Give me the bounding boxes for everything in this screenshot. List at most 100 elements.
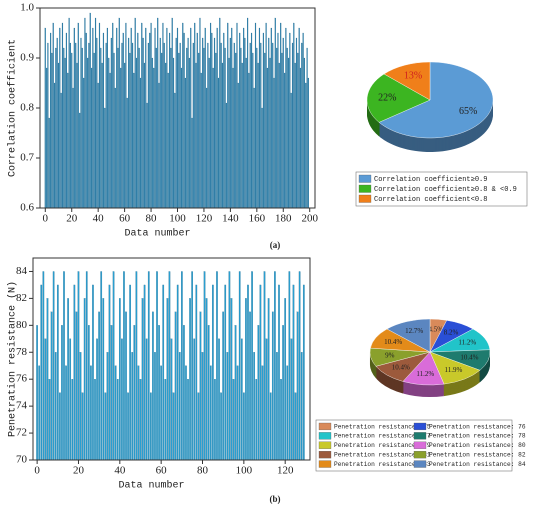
x-tick-label: 100 — [236, 465, 253, 477]
bar — [260, 42, 262, 209]
bar — [191, 271, 193, 461]
bar — [139, 379, 142, 461]
bar — [196, 32, 198, 209]
bar — [94, 379, 96, 461]
bar — [181, 271, 183, 461]
bar — [172, 57, 175, 209]
bar — [280, 379, 282, 461]
bar — [152, 311, 154, 461]
bar — [185, 365, 187, 461]
bar — [59, 27, 61, 209]
bar — [47, 42, 49, 209]
legend-label: Penetration resistance: 77 — [334, 433, 431, 440]
bar — [158, 325, 160, 461]
x-tick-label: 40 — [93, 213, 105, 225]
bar — [187, 37, 189, 209]
slice-label: 10.4% — [392, 363, 410, 371]
bar — [156, 271, 158, 461]
bar — [92, 27, 94, 209]
bar — [287, 57, 290, 209]
x-tick-label: 120 — [196, 213, 213, 225]
pie-slice — [378, 61, 494, 139]
bar — [75, 311, 78, 461]
bar — [232, 67, 234, 209]
bar — [201, 352, 204, 461]
bar — [83, 77, 85, 209]
bar — [171, 17, 173, 209]
bar — [213, 37, 216, 209]
bar — [151, 57, 153, 209]
slice-label: 9% — [385, 351, 395, 359]
bar — [178, 52, 180, 209]
x-axis-label: Data number — [118, 480, 184, 492]
bar — [93, 52, 95, 209]
y-axis-label: Penetration resistance (N) — [7, 281, 19, 437]
bar — [114, 87, 116, 209]
legend-label: Penetration resistance: 79 — [334, 442, 431, 449]
bar — [100, 271, 103, 461]
bar — [297, 52, 299, 209]
bar — [71, 52, 73, 209]
bar — [101, 62, 103, 209]
bar — [90, 67, 93, 209]
bar — [138, 47, 140, 209]
x-tick-label: 140 — [222, 213, 239, 225]
bar — [234, 325, 237, 461]
bar — [141, 298, 144, 461]
bar — [75, 42, 77, 209]
bar — [72, 87, 74, 209]
bar — [248, 72, 250, 209]
bar — [143, 284, 146, 461]
bar — [176, 284, 179, 461]
bar — [278, 284, 280, 461]
bar — [145, 27, 147, 209]
legend-box — [355, 171, 528, 207]
bar — [235, 52, 237, 209]
bar — [42, 271, 45, 461]
x-tick-label: 60 — [156, 465, 168, 477]
bar — [108, 284, 111, 461]
bar — [63, 47, 65, 209]
bar — [286, 365, 289, 461]
x-tick-label: 160 — [249, 213, 266, 225]
bar — [81, 47, 83, 209]
bar — [262, 32, 265, 209]
legend-swatch — [318, 460, 332, 468]
bar — [176, 27, 179, 209]
bar — [105, 42, 107, 209]
bar — [50, 311, 53, 461]
bar — [65, 32, 68, 209]
bar — [79, 352, 82, 461]
bar — [100, 47, 102, 209]
bar — [218, 338, 220, 461]
pie-slice — [383, 61, 431, 101]
bar — [219, 17, 221, 209]
legend-label: Penetration resistance: 81 — [334, 452, 431, 459]
bar — [264, 52, 266, 209]
legend-swatch — [318, 451, 332, 459]
y-tick-label: 70 — [16, 454, 28, 466]
bar — [240, 338, 243, 461]
bar — [222, 311, 225, 461]
y-axis-label: Correlation coefficient — [7, 39, 19, 177]
bar — [266, 67, 268, 209]
bar — [166, 27, 168, 209]
bar — [80, 37, 82, 209]
bar — [92, 284, 94, 461]
bar — [230, 298, 233, 461]
bar — [97, 82, 99, 209]
bar — [149, 32, 151, 209]
bar — [142, 37, 144, 209]
bar — [274, 271, 276, 461]
bar — [126, 97, 128, 209]
caption: (b) — [270, 494, 281, 504]
bar — [133, 325, 136, 461]
bar — [194, 22, 196, 209]
bar — [170, 47, 172, 209]
y-tick-label: 72 — [16, 427, 27, 439]
bar — [261, 365, 264, 461]
y-tick-label: 74 — [16, 400, 28, 412]
bar — [133, 72, 135, 209]
bar — [237, 82, 239, 209]
bar — [290, 92, 292, 209]
